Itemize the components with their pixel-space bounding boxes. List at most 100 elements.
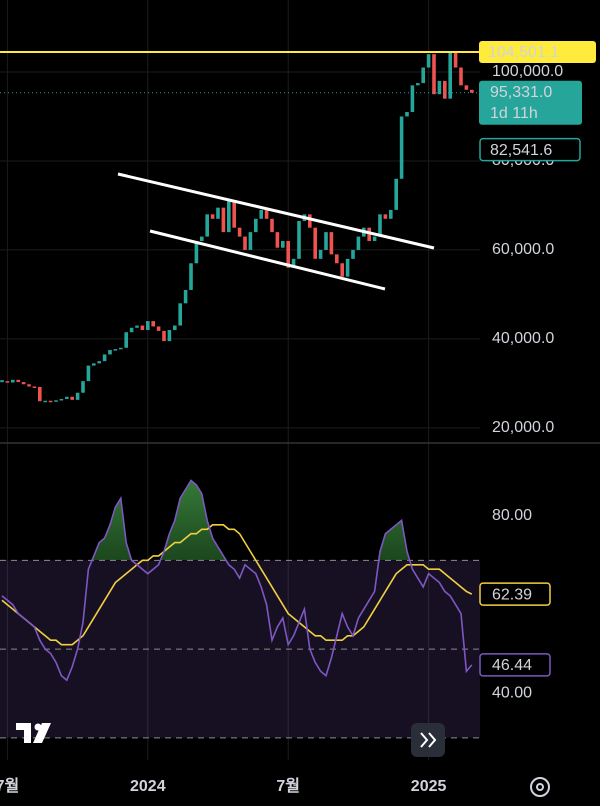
candle-body <box>11 379 15 383</box>
candle-body <box>470 89 474 93</box>
candle-body <box>448 51 452 99</box>
candle-body <box>189 263 193 290</box>
price-badge-label: 104,501.1 <box>488 44 559 61</box>
plot <box>0 50 480 739</box>
candle-body <box>405 112 409 117</box>
candle-body <box>227 200 231 233</box>
logo <box>16 723 51 743</box>
candle-body <box>410 85 415 113</box>
grid <box>0 0 480 760</box>
candle-body <box>399 116 404 179</box>
candle-body <box>75 392 80 400</box>
candle-body <box>291 258 296 268</box>
y-tick-label: 100,000.0 <box>492 63 563 80</box>
candle-body <box>21 382 26 385</box>
countdown-label: 1d 11h <box>490 105 538 122</box>
candle-body <box>140 325 145 331</box>
candle-body <box>92 363 96 366</box>
candle-body <box>356 236 361 250</box>
candle-body <box>119 347 123 350</box>
candle-body <box>156 326 161 331</box>
candle-body <box>351 249 355 259</box>
candle-body <box>124 332 128 348</box>
candle-body <box>210 214 215 219</box>
candle-body <box>178 303 182 326</box>
candle-body <box>313 227 317 259</box>
candle-body <box>65 396 69 399</box>
candle-body <box>443 80 447 99</box>
candle-body <box>205 214 209 237</box>
candle-body <box>426 54 431 68</box>
candle-body <box>232 200 236 228</box>
price-badge-label: 95,331.0 <box>490 84 552 101</box>
value-badge <box>479 653 551 677</box>
candle-body <box>97 361 101 364</box>
candle-body <box>27 384 31 387</box>
candle-body <box>146 321 150 331</box>
candle-body <box>70 396 74 400</box>
candle-body <box>383 214 388 219</box>
value-badge-label: 46.44 <box>492 657 532 674</box>
trend-line <box>149 229 386 291</box>
candle-body <box>54 400 58 402</box>
candle-body <box>281 241 285 248</box>
overbought-fill <box>92 480 410 560</box>
scroll-button[interactable] <box>411 723 445 757</box>
candle-body <box>248 232 253 250</box>
candle-body <box>264 209 269 219</box>
candle-body <box>129 327 134 333</box>
candle-body <box>389 209 393 219</box>
candle-body <box>173 325 177 331</box>
y-tick-label: 60,000.0 <box>492 241 554 258</box>
candle-body <box>318 249 323 259</box>
candle-body <box>38 386 42 402</box>
candle-body <box>194 241 199 264</box>
candle-body <box>432 54 436 95</box>
candle-body <box>32 386 37 389</box>
candle-body <box>416 83 420 86</box>
candle-body <box>135 325 139 328</box>
candle-body <box>216 207 220 219</box>
value-badge-label: 62.39 <box>492 586 532 603</box>
candle-body <box>48 400 53 403</box>
candle-body <box>0 380 4 383</box>
candle-body <box>5 381 10 383</box>
value-badge <box>479 582 551 606</box>
candle-body <box>86 365 91 382</box>
candle-body <box>162 330 166 342</box>
candle-body <box>243 236 247 250</box>
candle-body <box>113 349 118 351</box>
candle-body <box>345 258 350 277</box>
candle-body <box>437 80 442 95</box>
x-tick-label: 7월 <box>0 777 19 795</box>
candle-body <box>394 178 398 210</box>
candle-body <box>59 398 64 401</box>
candle-body <box>237 227 242 237</box>
candle-body <box>329 232 334 255</box>
candle-body <box>372 236 377 242</box>
candle-body <box>286 241 290 268</box>
settings-button[interactable] <box>530 777 550 797</box>
rsi-line <box>1 479 473 682</box>
candle-body <box>297 221 301 259</box>
candle-body <box>308 214 312 228</box>
y-tick-label: 40,000.0 <box>492 330 554 347</box>
candle-body <box>275 232 280 248</box>
x-tick-label: 2024 <box>130 778 166 795</box>
candle-body <box>43 400 47 403</box>
candle-body <box>167 330 172 342</box>
x-tick-label: 7월 <box>276 777 300 795</box>
candle-body <box>453 51 458 68</box>
candle-body <box>270 218 274 233</box>
candle-body <box>259 209 263 219</box>
candle-body <box>340 263 344 277</box>
candle-body <box>221 207 226 233</box>
candle-body <box>102 354 107 362</box>
candle-body <box>108 350 112 355</box>
price-badge <box>479 137 581 162</box>
axis: 20,000.040,000.060,000.080,000.0100,000.… <box>0 40 596 795</box>
price-badge-label: 82,541.6 <box>490 142 552 159</box>
candle-body <box>16 379 20 383</box>
